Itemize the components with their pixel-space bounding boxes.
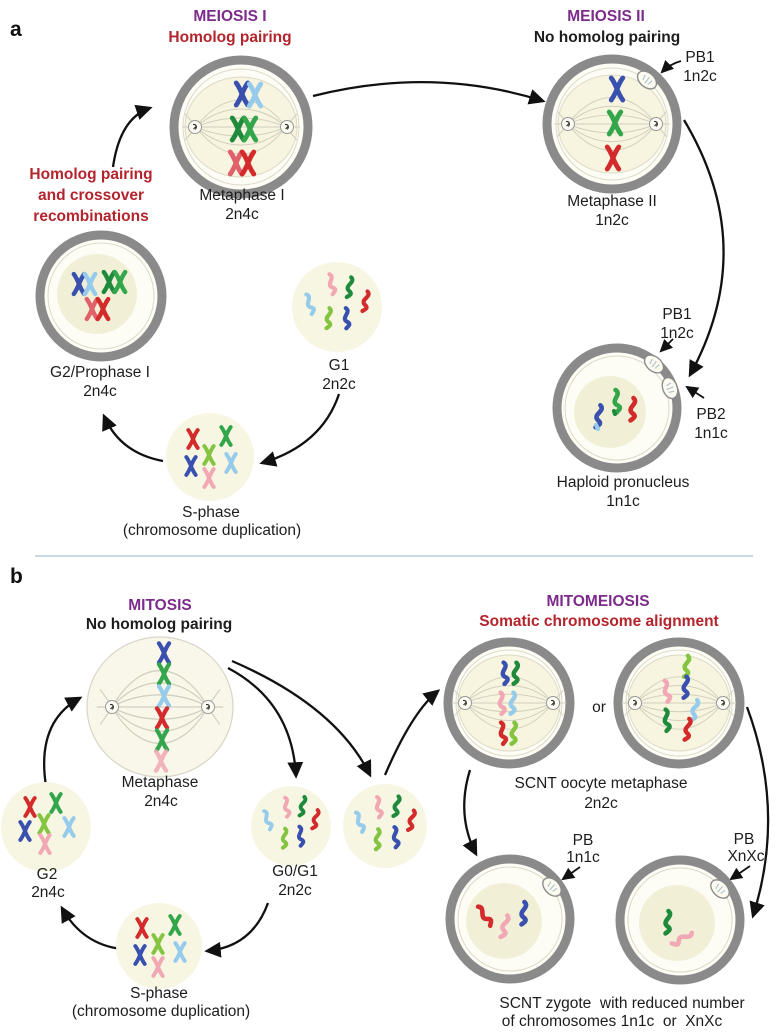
mitosis-subtitle: No homolog pairing xyxy=(85,616,233,633)
pb1-metaphase2-name: PB1 xyxy=(685,49,715,66)
zygote-caption-line1: SCNT zygote with reduced number xyxy=(499,995,745,1012)
cell-scnt-zygote-xnxc xyxy=(615,855,745,985)
arrow-scnt-left-to-zygote-left xyxy=(462,769,478,857)
panel-b-letter: b xyxy=(10,565,23,588)
arrow-pb2-label-pronucleus xyxy=(685,385,705,399)
cell-haploid-pronucleus xyxy=(552,343,682,473)
pb-zygote-right-name: PB xyxy=(733,831,755,848)
crossover-note-line3: recombinations xyxy=(33,208,149,225)
arrow-metaphase2-to-pronucleus xyxy=(683,119,725,378)
cell-g1 xyxy=(292,262,382,352)
metaphase2-name: Metaphase II xyxy=(567,193,657,210)
cell-g0g1 xyxy=(251,786,331,866)
meiosis2-subtitle: No homolog pairing xyxy=(533,29,681,46)
metaphase1-name: Metaphase I xyxy=(199,187,285,204)
cell-g2 xyxy=(1,782,91,872)
arrow-metaphase-to-g0g1 xyxy=(227,666,304,779)
pronucleus-ploidy: 1n1c xyxy=(606,493,640,510)
pb2-pronucleus-name: PB2 xyxy=(696,406,726,423)
meiosis1-subtitle: Homolog pairing xyxy=(168,29,292,46)
g0g1-ploidy: 2n2c xyxy=(278,882,312,899)
cell-s-phase-a xyxy=(166,413,254,501)
g0g1-name: G0/G1 xyxy=(272,863,318,880)
arrow-donor-to-scnt-oocyte xyxy=(383,689,441,776)
g2-prophase1-ploidy: 2n4c xyxy=(83,383,117,400)
crossover-note-line1: Homolog pairing xyxy=(29,166,153,183)
mitomeiosis-subtitle: Somatic chromosome alignment xyxy=(479,613,719,630)
arrow-pb1-label-metaphase2 xyxy=(660,59,682,74)
flow-arrows-panel-a xyxy=(102,59,725,467)
cell-g2-prophase-i xyxy=(35,230,167,362)
pb1-pronucleus-ploidy: 1n2c xyxy=(660,325,694,342)
pb1-metaphase2-ploidy: 1n2c xyxy=(683,68,717,85)
sphase-a-note: (chromosome duplication) xyxy=(122,522,302,539)
g2-b-name: G2 xyxy=(36,866,58,883)
flow-arrows-panel-b xyxy=(42,659,770,958)
arrow-scnt-right-to-zygote-right xyxy=(745,706,770,919)
sphase-a-name: S-phase xyxy=(182,504,240,521)
arrow-pb-label-zygote-left xyxy=(561,866,581,881)
sphase-b-note: (chromosome duplication) xyxy=(71,1003,251,1020)
g2-prophase1-name: G2/Prophase I xyxy=(50,364,150,381)
cell-somatic-donor xyxy=(343,784,427,868)
g1-ploidy: 2n2c xyxy=(322,376,356,393)
arrow-pb1-label-pronucleus xyxy=(659,338,674,353)
cell-metaphase-i xyxy=(169,55,313,199)
meiosis2-title: MEIOSIS II xyxy=(567,8,645,25)
arrow-metaphase1-to-metaphase2 xyxy=(312,81,546,105)
cell-scnt-oocyte-aligned xyxy=(443,637,575,769)
metaphase-b-name: Metaphase xyxy=(121,774,199,791)
scnt-oocyte-name: SCNT oocyte metaphase xyxy=(514,775,688,792)
cell-s-phase-b xyxy=(116,903,202,989)
pb-zygote-right-ploidy: XnXc xyxy=(727,848,765,865)
mitosis-title: MITOSIS xyxy=(128,597,192,614)
meiosis1-title: MEIOSIS I xyxy=(193,8,267,25)
arrow-g1-to-sphase xyxy=(259,393,341,467)
pb-zygote-left-ploidy: 1n1c xyxy=(566,849,600,866)
scnt-oocyte-ploidy: 2n2c xyxy=(584,795,618,812)
cell-mitosis-metaphase xyxy=(86,636,234,778)
crossover-note-line2: and crossover xyxy=(38,187,144,204)
arrow-sphase-to-g2prophase xyxy=(102,413,164,463)
arrow-g0g1-to-sphase xyxy=(204,902,270,958)
arrow-pb-label-zygote-right xyxy=(729,865,751,881)
mitomeiosis-title: MITOMEIOSIS xyxy=(546,593,650,610)
metaphase2-ploidy: 1n2c xyxy=(595,212,629,229)
arrow-metaphase-to-donor xyxy=(231,659,372,778)
panel-a-letter: a xyxy=(10,18,22,41)
pb2-pronucleus-ploidy: 1n1c xyxy=(694,425,728,442)
g2-b-ploidy: 2n4c xyxy=(31,884,65,901)
arrow-g2-to-metaphase xyxy=(42,696,83,787)
pb1-pronucleus-name: PB1 xyxy=(662,306,692,323)
zygote-caption-line2: of chromosomes 1n1c or XnXc xyxy=(501,1013,723,1030)
cell-metaphase-ii xyxy=(542,54,682,194)
g1-name: G1 xyxy=(328,357,350,374)
pronucleus-name: Haploid pronucleus xyxy=(556,474,690,491)
or-label: or xyxy=(592,699,606,716)
cell-scnt-zygote-1n1c xyxy=(445,854,575,984)
metaphase1-ploidy: 2n4c xyxy=(225,206,259,223)
pb-zygote-left-name: PB xyxy=(572,832,594,849)
arrow-note-to-metaphase1 xyxy=(111,104,153,168)
cell-scnt-oocyte-scattered xyxy=(613,637,745,769)
metaphase-b-ploidy: 2n4c xyxy=(144,793,178,810)
arrow-sphase-to-g2 xyxy=(60,905,122,951)
sphase-b-name: S-phase xyxy=(130,985,188,1002)
